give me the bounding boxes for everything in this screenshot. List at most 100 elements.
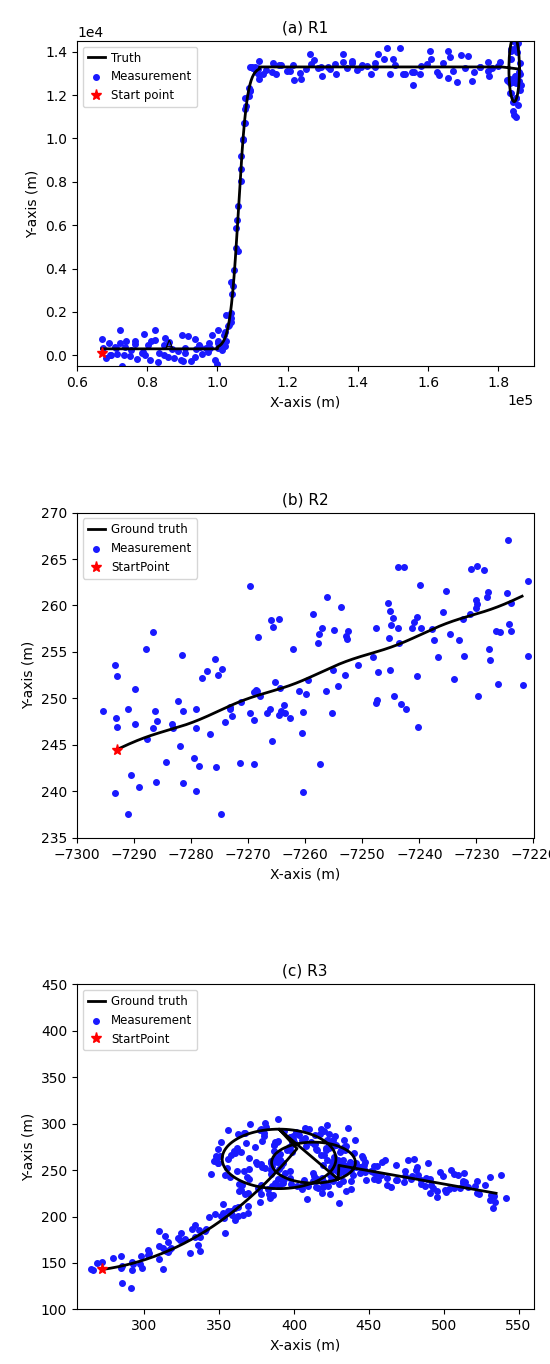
Measurement xyxy=(131,713,140,735)
Measurement xyxy=(415,63,424,85)
Measurement xyxy=(117,1273,126,1294)
Measurement xyxy=(270,1135,278,1157)
Measurement xyxy=(348,53,356,75)
Measurement xyxy=(160,327,169,349)
Measurement xyxy=(506,68,515,90)
Measurement xyxy=(244,78,253,100)
Measurement xyxy=(428,618,437,640)
Measurement xyxy=(311,1133,320,1155)
Measurement xyxy=(503,70,512,91)
Measurement xyxy=(274,55,283,76)
Measurement xyxy=(205,333,214,355)
Measurement xyxy=(266,1187,274,1209)
Ground truth xyxy=(220,1211,227,1228)
Measurement xyxy=(213,319,222,341)
Measurement xyxy=(113,716,122,738)
Measurement xyxy=(254,1177,263,1199)
Measurement xyxy=(256,1120,265,1142)
Measurement xyxy=(162,1240,170,1262)
Measurement xyxy=(219,1203,228,1225)
Measurement xyxy=(191,780,200,802)
Measurement xyxy=(118,1255,127,1277)
Measurement xyxy=(507,25,515,46)
Measurement xyxy=(227,271,235,293)
Measurement xyxy=(338,1158,347,1180)
Measurement xyxy=(143,334,152,356)
Measurement xyxy=(195,1226,204,1248)
Measurement xyxy=(459,1170,468,1192)
Measurement xyxy=(314,632,322,653)
Measurement xyxy=(294,679,303,701)
Measurement xyxy=(274,1169,283,1191)
Measurement xyxy=(382,37,391,59)
Measurement xyxy=(226,696,234,717)
Measurement xyxy=(178,644,186,666)
Measurement xyxy=(443,40,452,61)
Line: Ground truth: Ground truth xyxy=(117,596,522,750)
Measurement xyxy=(234,1180,243,1202)
Measurement xyxy=(459,1173,468,1195)
Measurement xyxy=(483,587,492,608)
Measurement xyxy=(449,60,458,82)
Measurement xyxy=(253,626,262,648)
Measurement xyxy=(104,331,113,353)
Measurement xyxy=(386,63,394,85)
Measurement xyxy=(470,61,478,83)
Measurement xyxy=(389,607,398,629)
Y-axis label: Y-axis (m): Y-axis (m) xyxy=(26,169,40,237)
Measurement xyxy=(129,1254,138,1275)
Measurement xyxy=(330,1146,339,1168)
Measurement xyxy=(186,1243,195,1264)
Measurement xyxy=(315,623,323,645)
Measurement xyxy=(343,57,351,79)
Measurement xyxy=(372,689,381,711)
Measurement xyxy=(279,1168,288,1189)
Measurement xyxy=(475,56,484,78)
Measurement xyxy=(318,1172,327,1194)
Measurement xyxy=(472,1170,481,1192)
Measurement xyxy=(460,1162,469,1184)
Truth xyxy=(171,341,178,357)
Measurement xyxy=(493,674,502,696)
Measurement xyxy=(513,71,521,93)
Measurement xyxy=(245,56,254,78)
Measurement xyxy=(226,1166,234,1188)
Measurement xyxy=(255,1178,263,1200)
Measurement xyxy=(351,1153,360,1174)
Measurement xyxy=(363,55,372,76)
Measurement xyxy=(116,333,125,355)
Measurement xyxy=(336,1142,345,1163)
Measurement xyxy=(269,1184,278,1206)
Measurement xyxy=(303,1188,312,1210)
Measurement xyxy=(461,1172,470,1194)
Measurement xyxy=(383,1168,392,1189)
Measurement xyxy=(416,1173,425,1195)
Measurement xyxy=(271,671,279,693)
Measurement xyxy=(230,1142,239,1163)
Measurement xyxy=(273,1131,282,1153)
Measurement xyxy=(222,330,231,352)
Measurement xyxy=(167,366,175,387)
Measurement xyxy=(252,681,261,702)
Measurement xyxy=(216,1146,225,1168)
Measurement xyxy=(395,37,404,59)
Measurement xyxy=(370,1155,378,1177)
Measurement xyxy=(181,337,190,359)
Measurement xyxy=(320,1144,329,1166)
Measurement xyxy=(338,1150,347,1172)
Measurement xyxy=(241,95,250,117)
Measurement xyxy=(293,1174,301,1196)
Measurement xyxy=(161,1225,169,1247)
Measurement xyxy=(268,1174,277,1196)
Measurement xyxy=(221,711,229,732)
Measurement xyxy=(392,1169,400,1191)
Measurement xyxy=(252,61,261,83)
Measurement xyxy=(158,1258,167,1279)
Measurement xyxy=(252,1153,261,1174)
Measurement xyxy=(239,112,248,134)
Measurement xyxy=(255,1191,264,1213)
Measurement xyxy=(261,1116,270,1138)
Measurement xyxy=(249,57,257,79)
Measurement xyxy=(232,217,241,239)
Measurement xyxy=(138,1258,147,1279)
